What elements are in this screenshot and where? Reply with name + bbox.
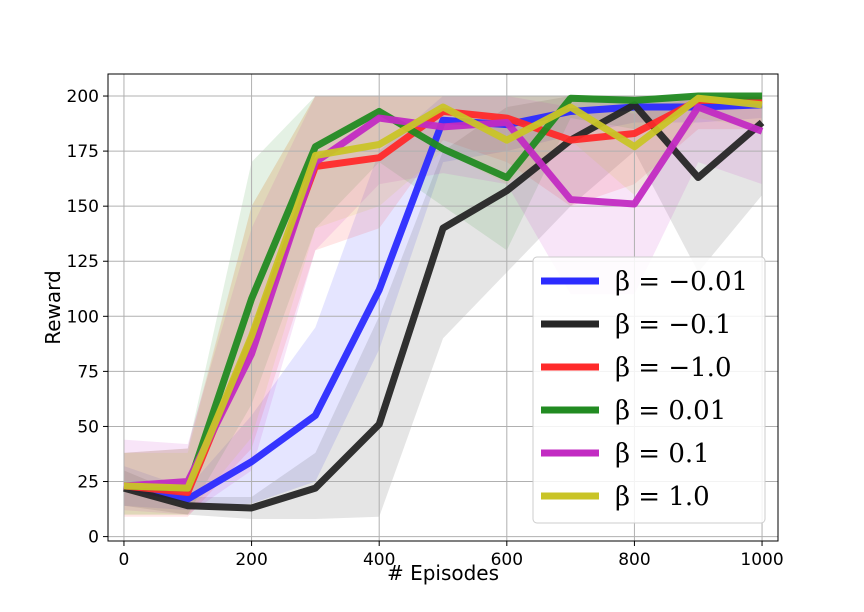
x-tick-label-5: 1000 — [740, 550, 783, 570]
legend-label-2: β = −1.0 — [615, 353, 731, 383]
series-line-5 — [123, 94, 763, 492]
y-tick-label-4: 100 — [67, 307, 99, 327]
y-axis-label: Reward — [41, 270, 65, 344]
series-line-4 — [123, 103, 764, 490]
y-tick-label-1: 25 — [77, 473, 99, 493]
band-series-2 — [123, 96, 763, 517]
series-lines — [123, 92, 765, 512]
legend-label-0: β = −0.01 — [615, 267, 748, 297]
legend-label-1: β = −0.1 — [615, 310, 731, 340]
x-axis-label: # Episodes — [387, 561, 499, 585]
legend-label-5: β = 1.0 — [615, 482, 710, 512]
plot-frame — [107, 73, 779, 542]
y-tick-label-8: 200 — [67, 87, 99, 107]
x-tick-label-2: 400 — [363, 550, 395, 570]
band-series-3 — [123, 96, 763, 515]
x-tick-label-3: 600 — [491, 550, 523, 570]
x-tick-label-1: 200 — [235, 550, 267, 570]
series-line-0 — [123, 101, 763, 503]
band-series-1 — [123, 96, 763, 519]
y-tick-label-5: 125 — [67, 252, 99, 272]
y-axis-ticks: 0 25 50 75 100 125 150 175 200 — [67, 87, 108, 548]
y-tick-label-3: 75 — [77, 362, 99, 382]
band-series-0 — [123, 96, 763, 511]
y-tick-label-0: 0 — [88, 528, 99, 548]
x-tick-label-0: 0 — [119, 550, 130, 570]
x-axis-ticks: 0 200 400 600 800 1000 — [119, 541, 784, 570]
legend-label-4: β = 0.1 — [615, 439, 710, 469]
legend-label-3: β = 0.01 — [615, 396, 726, 426]
x-tick-label-4: 800 — [618, 550, 650, 570]
y-tick-label-7: 175 — [67, 142, 99, 162]
legend: β = −0.01 β = −0.1 β = −1.0 β = 0.01 β = 0.1… — [532, 256, 766, 524]
band-series-5 — [123, 96, 763, 515]
series-line-3 — [123, 92, 763, 492]
y-tick-label-2: 50 — [77, 417, 99, 437]
y-tick-label-6: 150 — [67, 197, 99, 217]
